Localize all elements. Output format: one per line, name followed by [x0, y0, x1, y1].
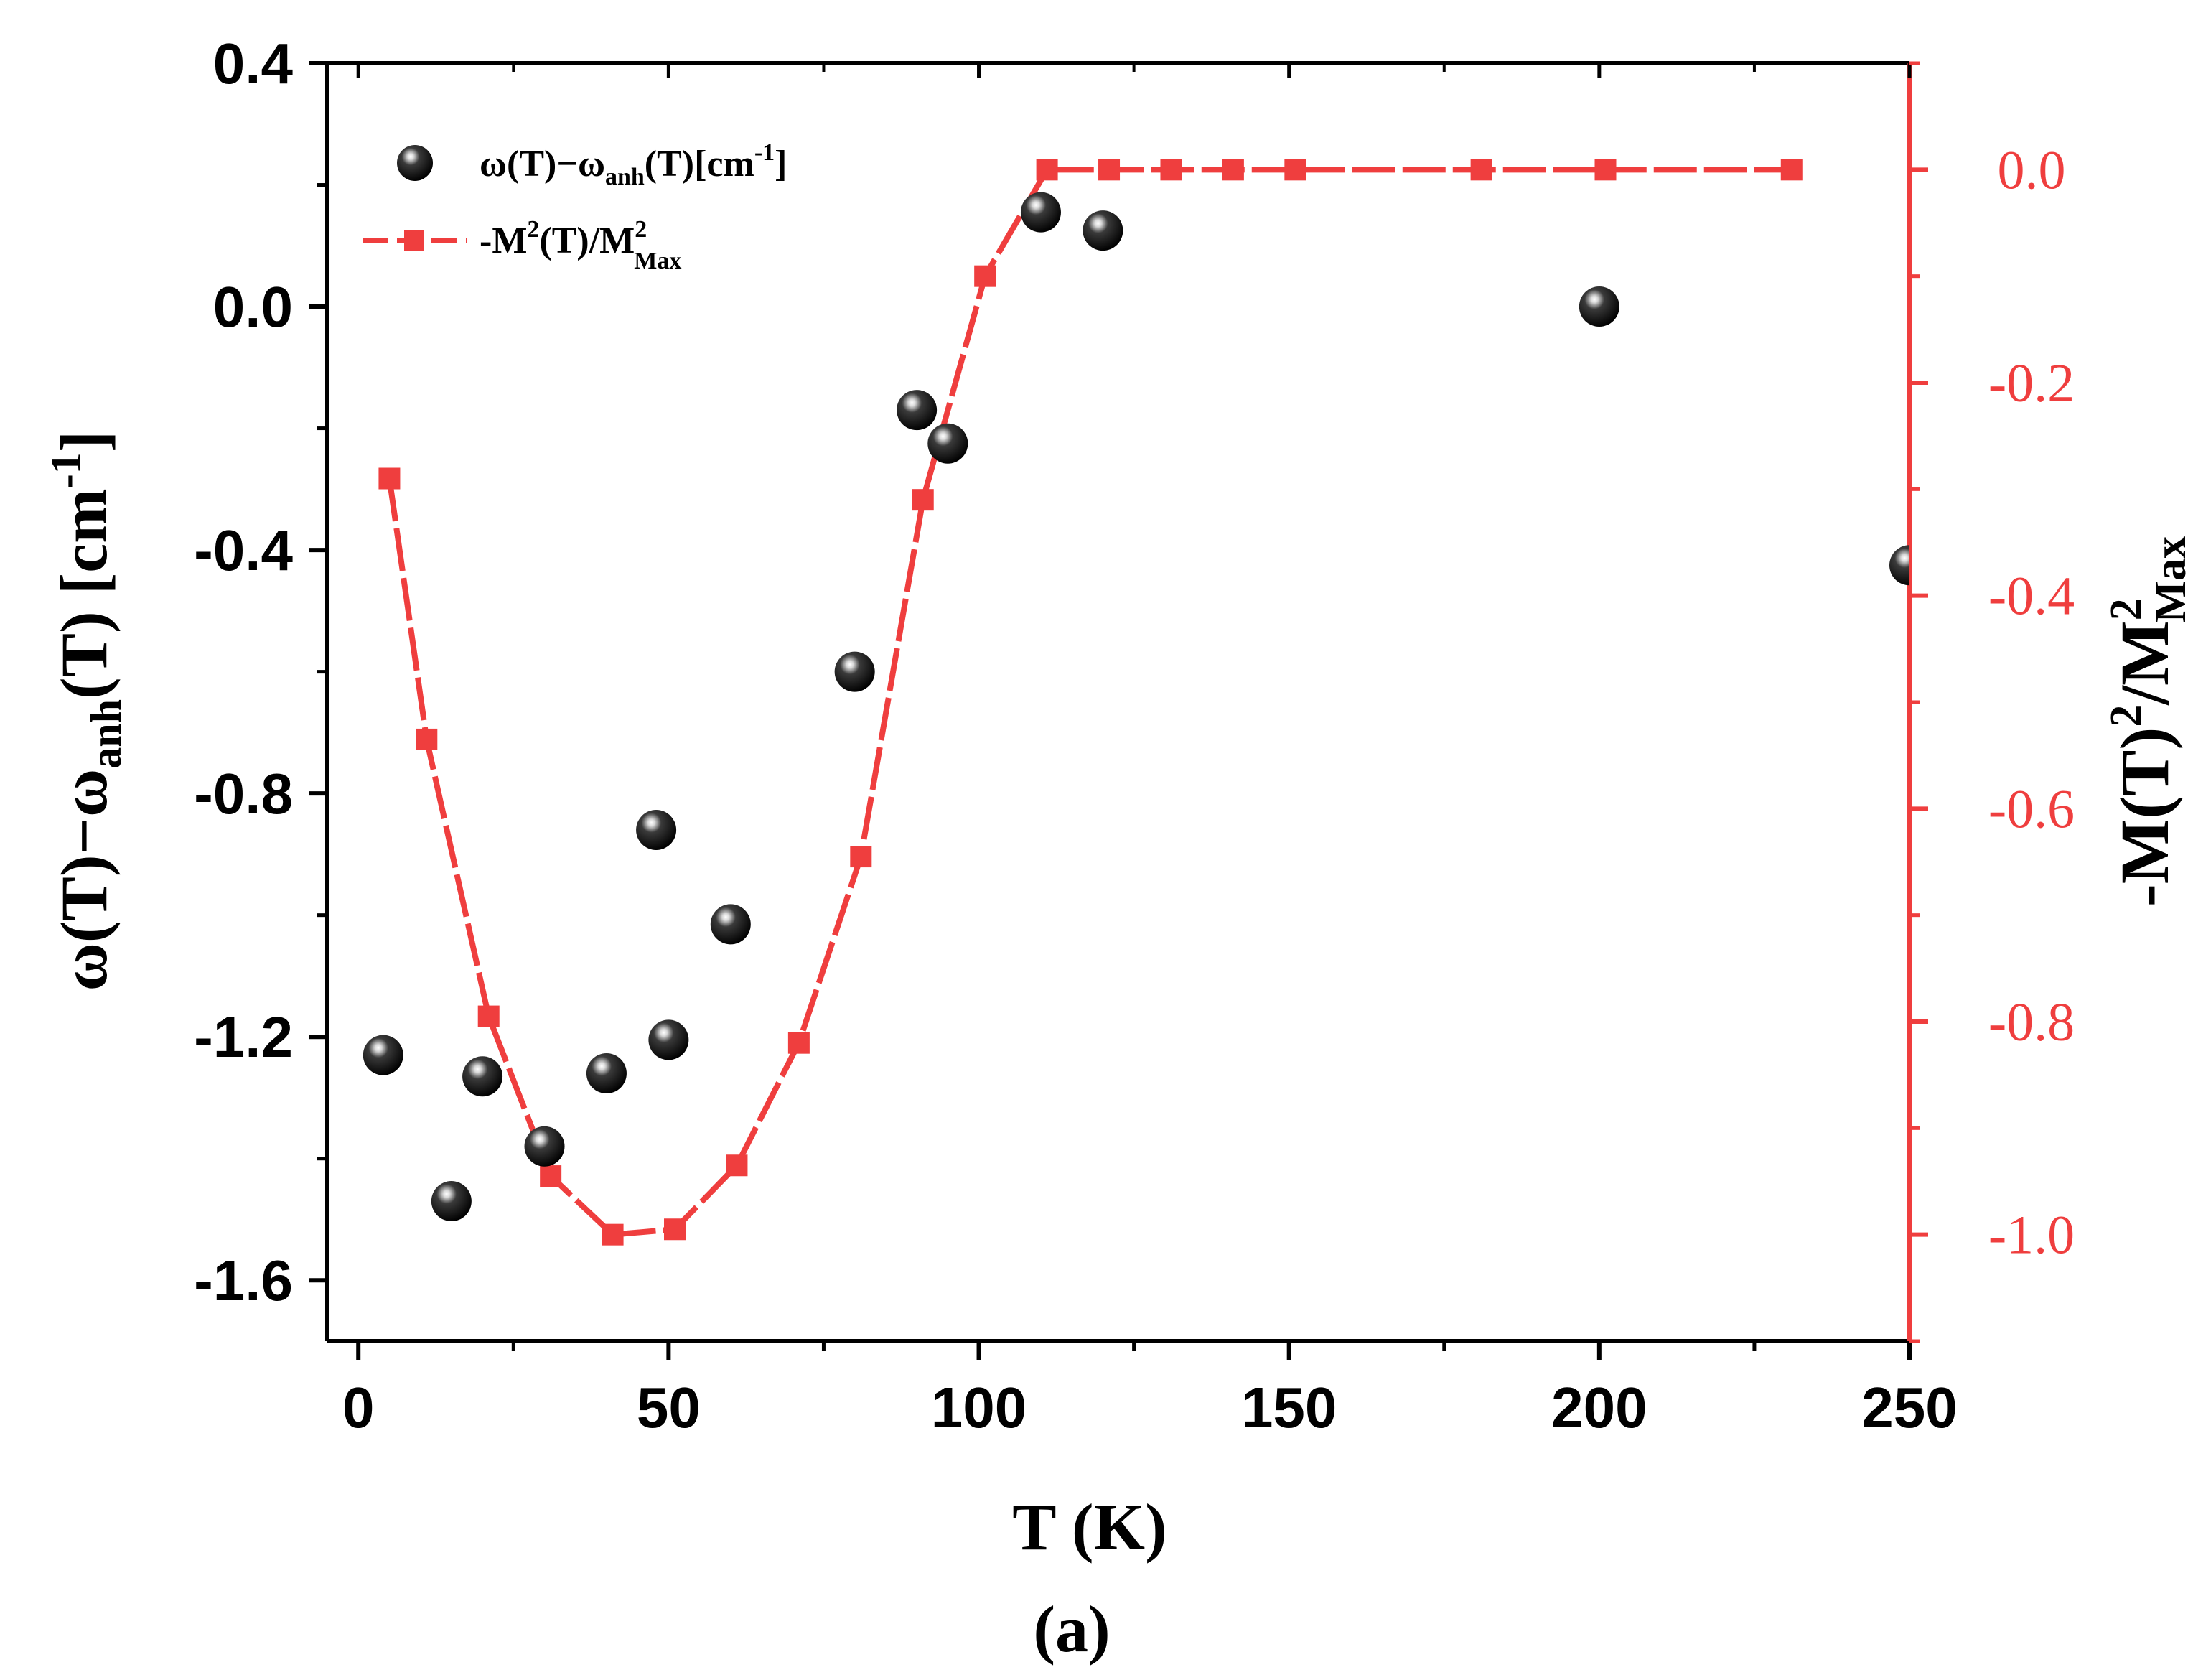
y-right-title-sup1: 2 [2102, 705, 2151, 727]
magnetization-point [726, 1154, 748, 1177]
y-right-tick-label: -0.6 [1988, 779, 2075, 839]
legend-label-phonon-shift: ω(T)−ωanh(T)[cm-1] [480, 139, 787, 190]
phonon-shift-point [834, 651, 875, 692]
y-right-tick-label: 0.0 [1998, 140, 2066, 200]
magnetization-point [850, 846, 872, 868]
y-left-tick-label: 0.4 [213, 32, 294, 95]
magnetization-point [540, 1165, 562, 1187]
phonon-shift-point [1889, 545, 1909, 586]
magnetization-point [378, 467, 401, 490]
axes: 0 50 100 150 200 250 0.4 0.0 -0.4 -0.8 -1.2 -1.6 0.0… [194, 32, 2075, 1439]
legend-phonon-part-c: ] [775, 144, 787, 185]
magnetization-point [1036, 159, 1058, 181]
magnetization-point [1222, 159, 1244, 181]
y-left-tick-label: -0.4 [194, 518, 293, 582]
magnetization-point [664, 1218, 686, 1241]
phonon-shift-point [462, 1056, 503, 1097]
legend-phonon-part-b: (T)[cm [645, 144, 754, 185]
phonon-shift-point [710, 904, 751, 945]
y-right-title-sub: Max [2146, 536, 2188, 623]
phonon-shift-point [431, 1181, 472, 1222]
y-right-tick-label: -1.0 [1988, 1205, 2075, 1266]
phonon-shift-point [927, 423, 968, 464]
magnetization-point [416, 728, 438, 750]
magnetization-point [1160, 159, 1182, 181]
y-right-tick-label: -0.2 [1988, 353, 2075, 414]
y-left-tick-label: -0.8 [194, 762, 293, 826]
legend-phonon-sub: anh [605, 164, 645, 190]
phonon-shift-series [363, 192, 1909, 1222]
legend-mag-part-a: -M [480, 220, 527, 261]
phonon-shift-point [363, 1035, 403, 1075]
y-left-title-sup: -1 [42, 452, 90, 488]
y-left-tick-label: 0.0 [213, 275, 293, 339]
y-left-title-part-a: ω(T)−ω [47, 769, 121, 991]
magnetization-series [378, 159, 1803, 1246]
legend-phonon-part-a: ω(T)−ω [480, 144, 605, 185]
legend-mag-part-b: (T)/M [539, 220, 635, 261]
magnetization-point [1594, 159, 1617, 181]
legend-mag-sup1: 2 [527, 216, 539, 243]
x-tick-label: 50 [637, 1376, 701, 1439]
y-left-title-sub: anh [83, 699, 130, 769]
y-right-title-part-b: /M [2106, 620, 2183, 705]
legend-marker-square [404, 230, 424, 251]
phonon-shift-point [586, 1053, 627, 1094]
y-right-axis-title: -M(T)2/M2Max [2102, 536, 2188, 907]
x-axis-title: T (K) [1012, 1490, 1167, 1564]
legend: ω(T)−ωanh(T)[cm-1] -M2(T)/M2 Max [363, 139, 787, 274]
magnetization-point [912, 489, 934, 511]
phonon-shift-point [1579, 286, 1619, 327]
x-tick-label: 0 [342, 1376, 375, 1439]
phonon-shift-point [1083, 210, 1123, 251]
y-left-tick-label: -1.2 [194, 1005, 293, 1069]
legend-label-magnetization: -M2(T)/M2 Max [480, 216, 681, 274]
magnetization-point [1098, 159, 1121, 181]
x-tick-label: 100 [931, 1376, 1027, 1439]
legend-phonon-sup: -1 [754, 139, 775, 166]
legend-mag-sup2: 2 [635, 216, 647, 243]
phonon-shift-point [648, 1019, 689, 1060]
magnetization-point [602, 1223, 624, 1246]
y-right-title-sup2: 2 [2102, 598, 2151, 620]
magnetization-point [1284, 159, 1306, 181]
y-left-title-part-b: (T) [cm [47, 488, 121, 699]
magnetization-point [1470, 159, 1492, 181]
y-left-axis-title: ω(T)−ωanh(T) [cm-1] [42, 431, 130, 991]
phonon-shift-point [1020, 192, 1061, 233]
phonon-shift-point [636, 810, 677, 850]
y-right-tick-label: -0.8 [1988, 992, 2075, 1053]
magnetization-point [974, 265, 996, 287]
y-right-tick-label: -0.4 [1988, 566, 2075, 627]
phonon-shift-point [897, 390, 938, 431]
x-tick-label: 150 [1241, 1376, 1337, 1439]
y-left-tick-label: -1.6 [194, 1249, 293, 1312]
legend-marker-sphere [397, 145, 433, 181]
figure-caption: (a) [1033, 1592, 1110, 1666]
phonon-shift-point [524, 1126, 565, 1167]
magnetization-point [787, 1032, 810, 1054]
x-tick-label: 200 [1551, 1376, 1647, 1439]
y-right-title-part-a: -M(T) [2106, 727, 2183, 907]
magnetization-point [1780, 159, 1803, 181]
y-left-title-part-c: ] [47, 431, 121, 453]
legend-mag-sub: Max [634, 248, 681, 274]
magnetization-point [477, 1005, 500, 1027]
x-tick-label: 250 [1861, 1376, 1957, 1439]
